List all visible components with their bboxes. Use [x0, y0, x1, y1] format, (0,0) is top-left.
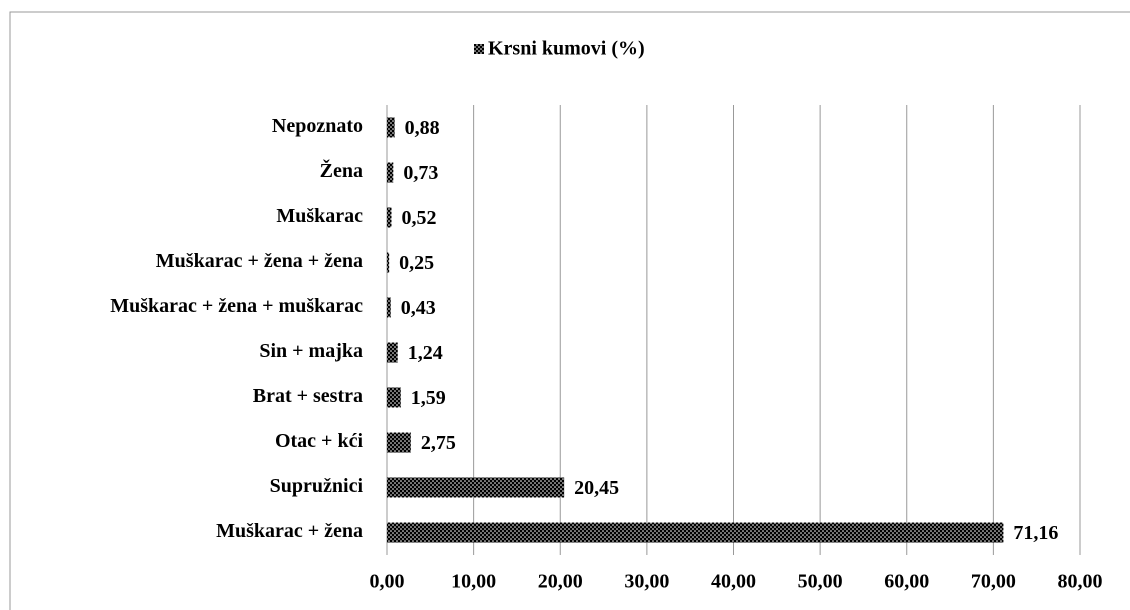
chart-frame — [9, 11, 1130, 610]
value-label: 1,24 — [408, 342, 443, 364]
y-tick-label: Muškarac + žena + žena — [156, 250, 363, 272]
y-tick-label: Nepoznato — [272, 115, 363, 137]
value-label: 0,25 — [399, 252, 434, 274]
x-tick-label: 20,00 — [538, 571, 583, 593]
value-label: 20,45 — [574, 477, 619, 499]
value-label: 0,43 — [401, 297, 436, 319]
y-tick-label: Brat + sestra — [253, 385, 363, 407]
value-label: 2,75 — [421, 432, 456, 454]
bar — [387, 162, 394, 183]
legend-swatch — [474, 44, 484, 54]
bar — [387, 387, 401, 408]
bar — [387, 342, 398, 363]
value-label: 0,52 — [402, 207, 437, 229]
legend-label: Krsni kumovi (%) — [488, 38, 645, 60]
y-tick-label: Sin + majka — [259, 340, 363, 362]
y-tick-label: Muškarac — [276, 205, 363, 227]
x-tick-label: 40,00 — [711, 571, 756, 593]
y-tick-label: Žena — [320, 158, 363, 182]
x-tick-label: 80,00 — [1058, 571, 1103, 593]
y-tick-label: Supružnici — [270, 475, 364, 497]
x-tick-label: 0,00 — [370, 571, 405, 593]
value-label: 0,88 — [405, 117, 440, 139]
y-tick-label: Otac + kći — [275, 430, 363, 452]
x-tick-label: 50,00 — [798, 571, 843, 593]
x-tick-label: 10,00 — [451, 571, 496, 593]
bar — [387, 477, 565, 498]
x-tick-label: 60,00 — [884, 571, 929, 593]
value-label: 0,73 — [403, 162, 438, 184]
bar — [387, 117, 395, 138]
y-tick-label: Muškarac + žena — [216, 520, 363, 542]
bar — [387, 207, 392, 228]
bar — [387, 297, 391, 318]
value-label: 71,16 — [1013, 522, 1058, 544]
bar — [387, 522, 1004, 543]
x-tick-label: 30,00 — [624, 571, 669, 593]
bar — [387, 432, 411, 453]
bar — [387, 252, 390, 273]
value-label: 1,59 — [411, 387, 446, 409]
y-tick-label: Muškarac + žena + muškarac — [110, 295, 363, 317]
x-tick-label: 70,00 — [971, 571, 1016, 593]
